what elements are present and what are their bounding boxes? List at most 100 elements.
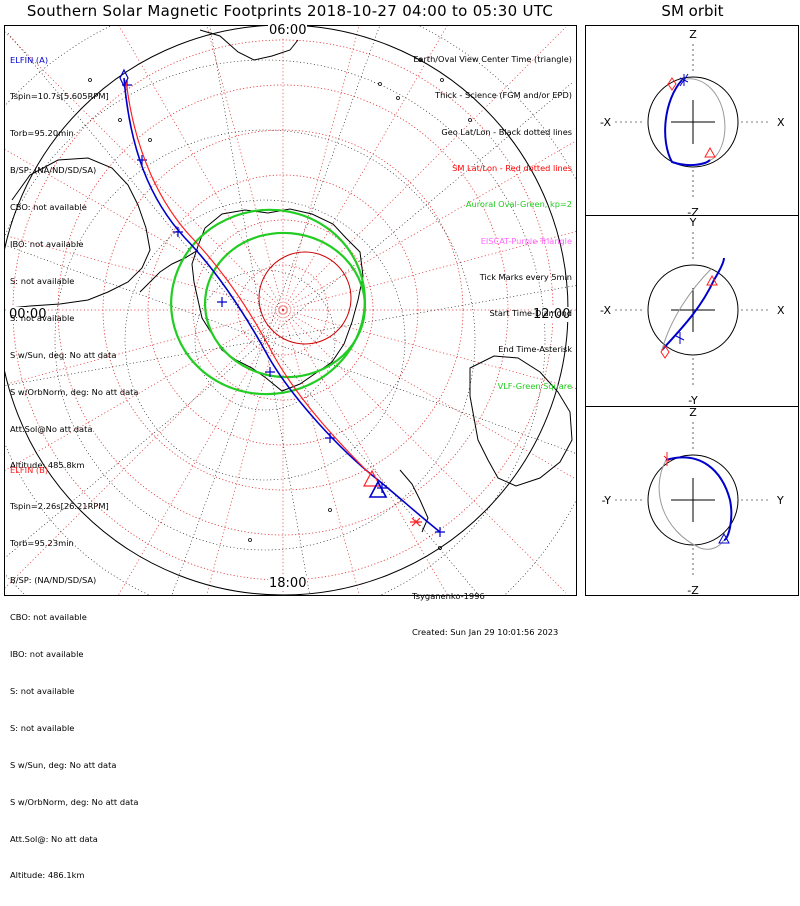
orbit-track-yz — [665, 456, 733, 541]
island — [396, 96, 400, 100]
geo-latitude-ring — [5, 59, 546, 595]
elfin-b-name: ELFIN (B) — [10, 464, 49, 475]
geo-longitude-line — [171, 339, 266, 595]
orbit-track-xy-back — [661, 267, 713, 351]
orbit-axis-label-left: -X — [600, 116, 611, 129]
south-america-coast — [9, 157, 151, 309]
island — [118, 118, 122, 122]
island — [440, 78, 444, 82]
orbit-frame — [585, 25, 799, 596]
orbit-marker — [704, 146, 716, 158]
new-zealand-coast — [399, 469, 429, 533]
elfin-a-tick — [217, 297, 227, 307]
geo-longitude-line — [5, 244, 266, 341]
start-diamond — [119, 68, 129, 88]
sm-latitude-ring — [57, 84, 509, 536]
elfin-b-line: S: not available — [10, 685, 75, 696]
orbit-marker — [718, 532, 730, 544]
island — [248, 538, 252, 542]
legend-entry: Thick - Science (FGM and/or EPD) — [435, 90, 572, 101]
legend-entry: EISCAT-Purple Triangle — [480, 235, 572, 246]
island — [438, 546, 442, 550]
elfin-b-line: S: not available — [10, 722, 75, 733]
geo-longitude-line — [7, 33, 266, 341]
credits: Tsyganenko-1996 Created: Sun Jan 29 10:0… — [412, 565, 558, 663]
geo-longitude-line — [264, 339, 576, 454]
elfin-b-track — [125, 79, 371, 475]
island — [148, 138, 152, 142]
elfin-a-line: S w/Sun, deg: No att data — [10, 349, 117, 360]
geo-longitude-line — [264, 26, 380, 341]
orbit-panel-title: SM orbit — [661, 2, 724, 20]
elfin-b-line: IBO: not available — [10, 649, 84, 660]
africa-coast — [199, 29, 299, 61]
elfin-a-line: S w/OrbNorm, deg: No att data — [10, 386, 139, 397]
elfin-b-line: S w/Sun, deg: No att data — [10, 759, 117, 770]
elfin-b-line: Tspin=2.26s[26.21RPM] — [10, 501, 109, 512]
elfin-b-center-triangle — [363, 469, 381, 487]
model-credit: Tsyganenko-1996 — [412, 590, 485, 601]
elfin-a-line: B/SP: (NA/ND/SD/SA) — [10, 165, 97, 176]
elfin-a-line: IBO: not available — [10, 239, 84, 250]
orbit-axis-label-right: X — [777, 116, 785, 129]
auroral-oval-outer — [170, 208, 366, 396]
created-timestamp: Created: Sun Jan 29 10:01:56 2023 — [412, 627, 559, 638]
orbit-marker — [675, 332, 685, 344]
geo-latitude-ring — [194, 269, 336, 411]
elfin-b-line: Altitude: 486.1km — [10, 870, 85, 881]
orbit-marker — [679, 73, 689, 87]
elfin-a-line: CBO: not available — [10, 202, 87, 213]
antarctic-peninsula — [139, 249, 199, 293]
orbit-axis-label-top: Z — [689, 406, 697, 419]
elfin-b-line: Att.Sol@: No att data — [10, 833, 98, 844]
geo-longitude-line — [264, 285, 576, 341]
earth-circle — [647, 454, 739, 546]
legend-entry: End Time-Asterisk — [498, 344, 572, 355]
legend-entry: Auroral Oval-Green, kp=2 — [465, 199, 572, 210]
orbit-axis-label-left: -X — [600, 304, 611, 317]
legend-entry: SM Lat/Lon - Red dotted lines — [452, 163, 572, 174]
elfin-a-line: Att.Sol@No att data — [10, 423, 93, 434]
orbit-marker — [706, 274, 718, 286]
geo-longitude-line — [5, 339, 266, 386]
elfin-a-tick — [325, 433, 335, 443]
island — [418, 58, 422, 62]
sm-latitude-ring — [237, 264, 329, 356]
orbit-track-xz — [664, 79, 711, 167]
orbit-axis-label-right: Y — [776, 494, 784, 507]
geo-longitude-line — [5, 339, 266, 559]
earth-circle — [647, 76, 739, 168]
orbit-axis-label-left: -Y — [602, 494, 612, 507]
geo-latitude-ring — [124, 199, 406, 481]
end-asterisk — [410, 517, 422, 527]
mlt-label-bottom: 18:00 — [268, 576, 308, 591]
elfin-a-name: ELFIN (A) — [10, 54, 49, 65]
geo-longitude-line — [264, 339, 311, 595]
earth-circle — [647, 264, 739, 356]
elfin-a-line: Tspin=10.7s[5.605RPM] — [10, 91, 109, 102]
orbit-axis-label-bottom: -Z — [687, 206, 699, 219]
mlt-label-top: 06:00 — [268, 23, 308, 38]
orbit-track-xz-back — [681, 78, 726, 161]
island — [328, 508, 332, 512]
chart-title: Southern Solar Magnetic Footprints 2018-… — [26, 2, 554, 20]
orbit-axis-label-top: Z — [689, 28, 697, 41]
elfin-b-line: Torb=95.23min — [10, 538, 74, 549]
legend: Earth/Oval View Center Time (triangle) T… — [413, 29, 572, 416]
elfin-a-info: ELFIN (A) Tspin=10.7s[5.605RPM] Torb=95.… — [10, 29, 139, 496]
orbit-axis-label-bottom: -Z — [687, 584, 699, 597]
legend-entry: Earth/Oval View Center Time (triangle) — [413, 54, 572, 65]
mlt-label-left: 00:00 — [8, 307, 48, 322]
page: Southern Solar Magnetic Footprints 2018-… — [4, 2, 799, 880]
elfin-b-line: CBO: not available — [10, 612, 87, 623]
legend-entry: Tick Marks every 5min — [479, 271, 572, 282]
geo-longitude-line — [209, 26, 266, 341]
sm-latitude-ring — [147, 174, 419, 446]
mlt-label-right: 12:00 — [532, 307, 572, 322]
legend-entry: Start Time-Diamond — [489, 308, 572, 319]
elfin-a-tick — [265, 367, 275, 377]
geo-longitude-line — [264, 82, 572, 341]
orbit-axis-label-top: Y — [689, 216, 697, 229]
elfin-a-line: S: not available — [10, 275, 75, 286]
elfin-a-tick — [435, 527, 445, 537]
